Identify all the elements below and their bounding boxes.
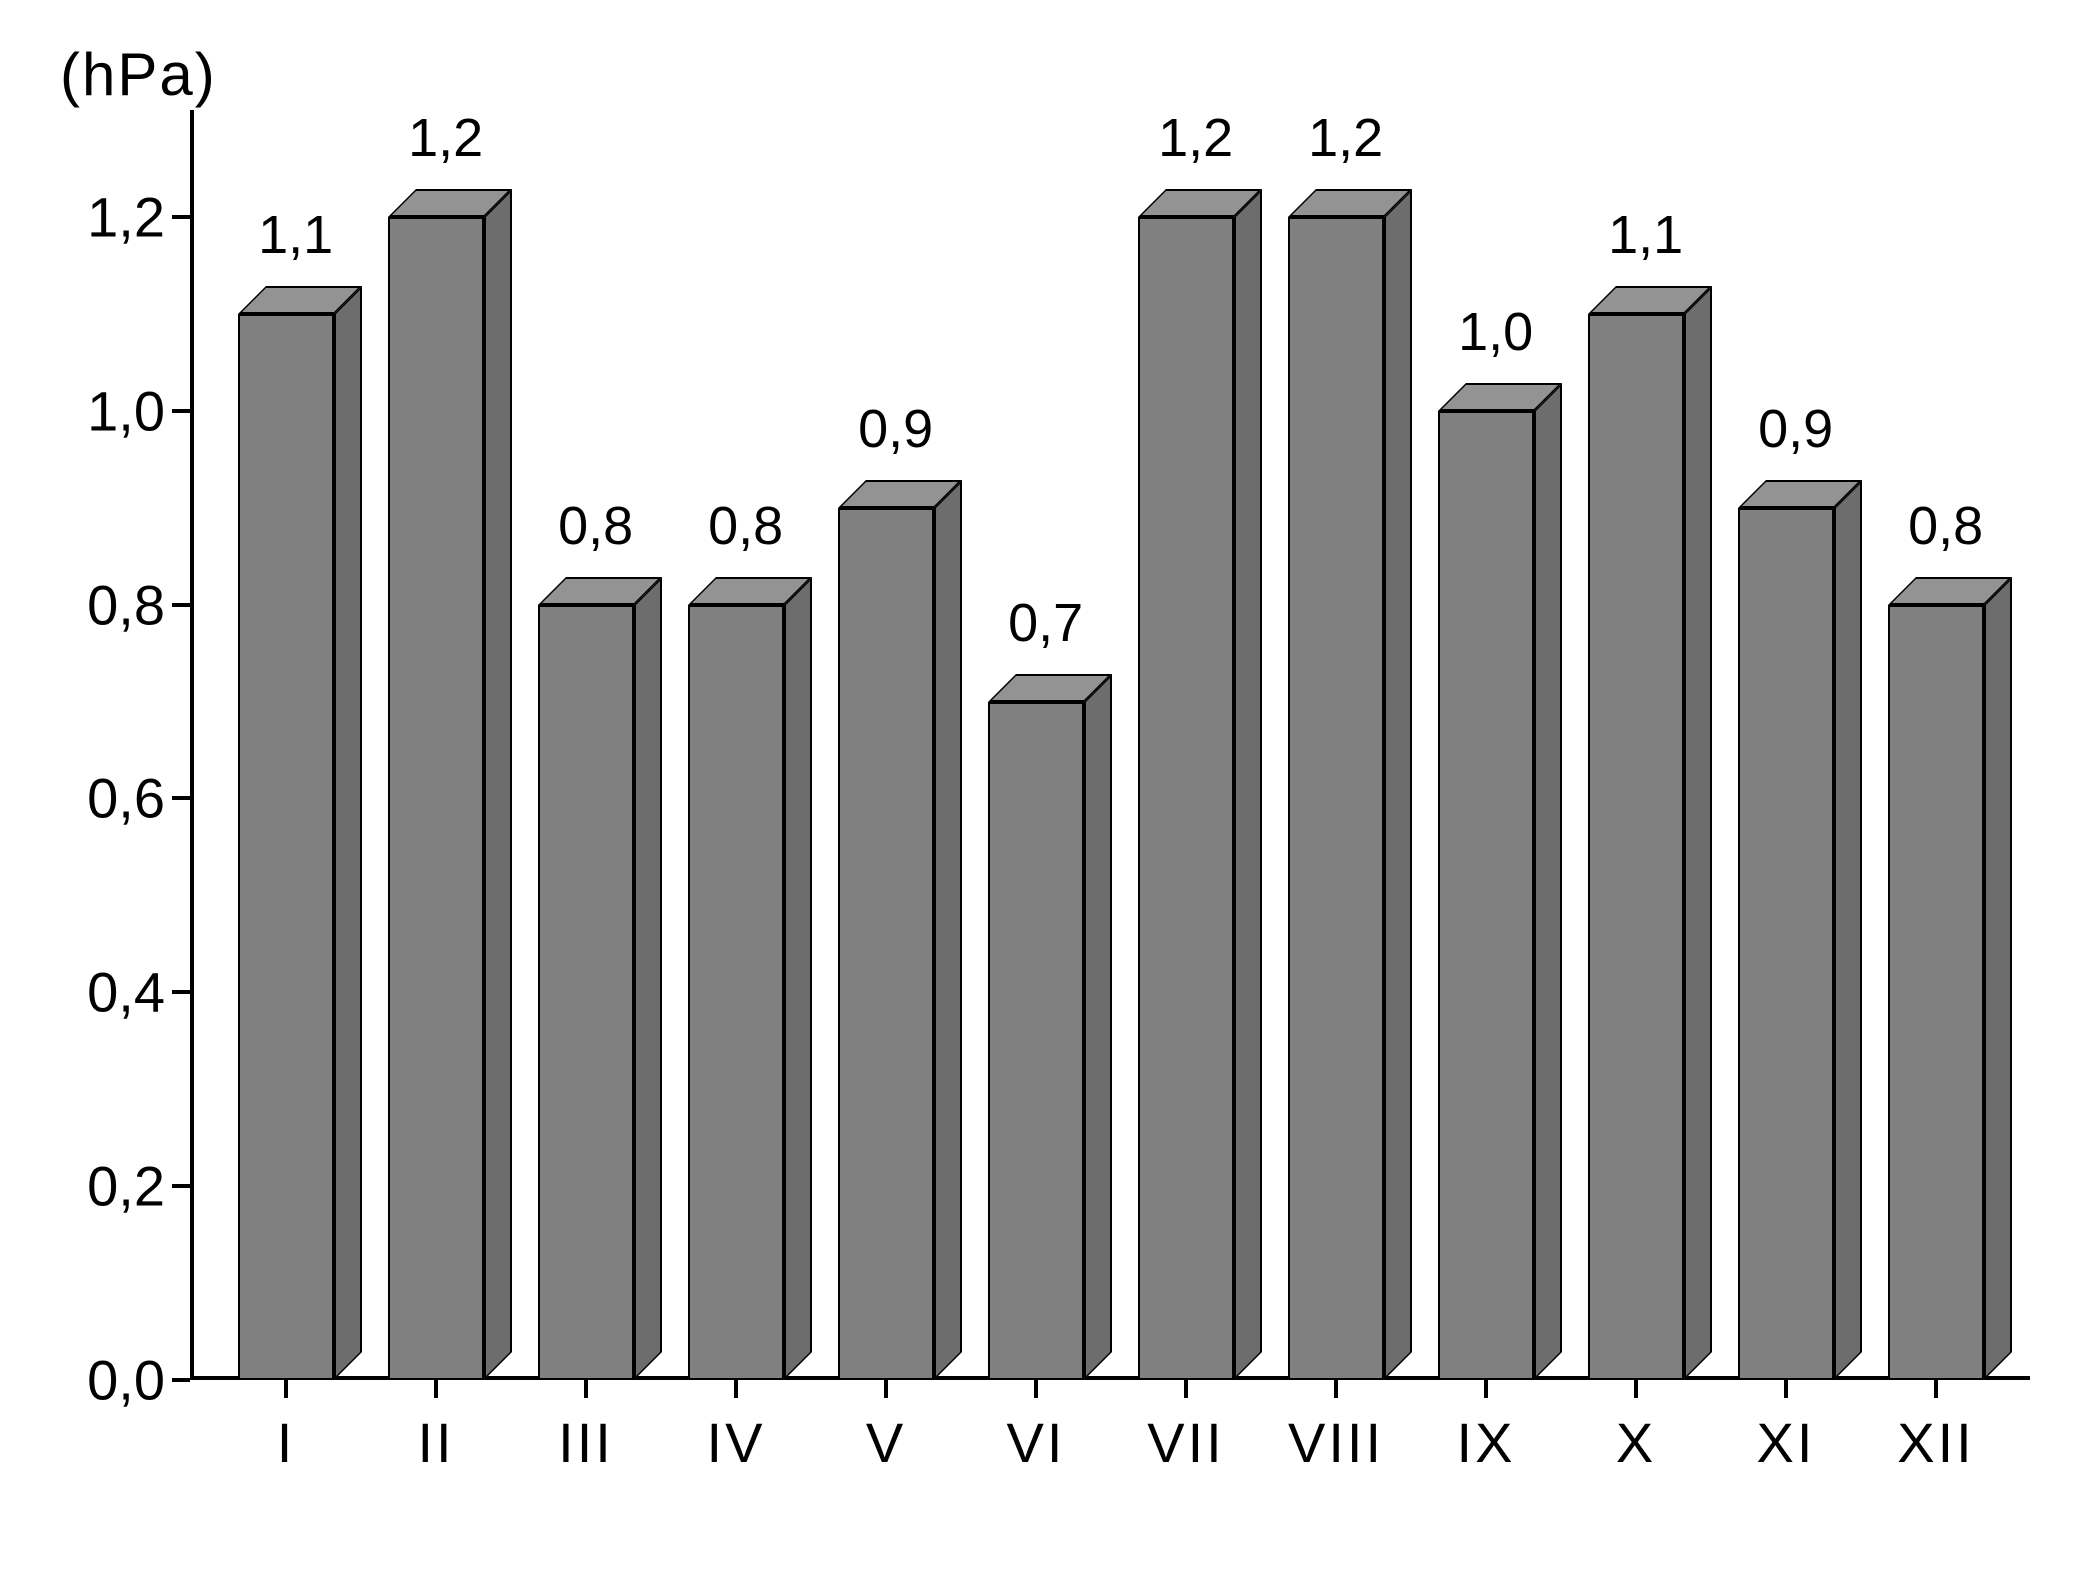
bar-slot: 1,1 bbox=[1588, 120, 1684, 1380]
bar-value-label: 1,0 bbox=[1419, 301, 1573, 363]
bar-front bbox=[238, 314, 334, 1380]
bar-front bbox=[388, 217, 484, 1380]
x-tick-mark bbox=[584, 1380, 588, 1398]
x-axis-label: VI bbox=[968, 1410, 1104, 1475]
bar-side bbox=[484, 189, 512, 1380]
x-tick-mark bbox=[1034, 1380, 1038, 1398]
unit-label: (hPa) bbox=[60, 40, 217, 109]
y-tick-mark bbox=[172, 990, 190, 994]
x-axis-label: VII bbox=[1118, 1410, 1254, 1475]
y-tick-label: 0,2 bbox=[87, 1154, 165, 1219]
bar-value-label: 1,1 bbox=[219, 204, 373, 266]
plot-area: 0,00,20,40,60,81,01,2 1,11,20,80,80,90,7… bbox=[190, 120, 2020, 1380]
bars-group: 1,11,20,80,80,90,71,21,21,01,10,90,8 bbox=[190, 120, 2020, 1380]
x-axis-label: VIII bbox=[1268, 1410, 1404, 1475]
y-tick-mark bbox=[172, 1378, 190, 1382]
y-tick-label: 0,6 bbox=[87, 766, 165, 831]
x-tick-mark bbox=[284, 1380, 288, 1398]
y-tick-label: 0,4 bbox=[87, 960, 165, 1025]
x-tick-mark bbox=[1634, 1380, 1638, 1398]
y-tick-label: 0,0 bbox=[87, 1348, 165, 1413]
x-axis-label: II bbox=[368, 1410, 504, 1475]
bar-side bbox=[1234, 189, 1262, 1380]
bar-front bbox=[1738, 508, 1834, 1380]
y-tick-mark bbox=[172, 603, 190, 607]
x-axis-label: X bbox=[1568, 1410, 1704, 1475]
bar-front bbox=[1888, 605, 1984, 1380]
x-axis-label: I bbox=[218, 1410, 354, 1475]
bar-side bbox=[1534, 383, 1562, 1380]
x-tick-mark bbox=[1484, 1380, 1488, 1398]
x-axis-label: IV bbox=[668, 1410, 804, 1475]
bar-side bbox=[934, 480, 962, 1380]
y-tick-label: 1,0 bbox=[87, 378, 165, 443]
bar-slot: 0,8 bbox=[688, 120, 784, 1380]
bar-side bbox=[784, 577, 812, 1380]
bar-value-label: 1,2 bbox=[369, 107, 523, 169]
x-tick-mark bbox=[884, 1380, 888, 1398]
x-tick-mark bbox=[1184, 1380, 1188, 1398]
x-axis-label: XI bbox=[1718, 1410, 1854, 1475]
bar-side bbox=[634, 577, 662, 1380]
bar-side bbox=[1384, 189, 1412, 1380]
bar-side bbox=[1834, 480, 1862, 1380]
x-axis-label: IX bbox=[1418, 1410, 1554, 1475]
bar-value-label: 0,9 bbox=[1719, 398, 1873, 460]
x-tick-mark bbox=[434, 1380, 438, 1398]
bar-value-label: 0,9 bbox=[819, 398, 973, 460]
bar-side bbox=[1084, 674, 1112, 1380]
y-tick-mark bbox=[172, 796, 190, 800]
y-tick-label: 0,8 bbox=[87, 572, 165, 637]
y-tick-mark bbox=[172, 1184, 190, 1188]
bar-value-label: 1,2 bbox=[1269, 107, 1423, 169]
bar-slot: 1,2 bbox=[1138, 120, 1234, 1380]
bar-side bbox=[1684, 286, 1712, 1380]
bar-front bbox=[988, 702, 1084, 1380]
bar-slot: 0,8 bbox=[1888, 120, 1984, 1380]
bar-front bbox=[1288, 217, 1384, 1380]
bar-slot: 0,7 bbox=[988, 120, 1084, 1380]
bar-side bbox=[334, 286, 362, 1380]
x-tick-mark bbox=[734, 1380, 738, 1398]
bar-front bbox=[1138, 217, 1234, 1380]
bar-value-label: 0,8 bbox=[1869, 495, 2023, 557]
bar-slot: 0,9 bbox=[1738, 120, 1834, 1380]
y-tick-mark bbox=[172, 215, 190, 219]
bar-value-label: 0,8 bbox=[519, 495, 673, 557]
bar-side bbox=[1984, 577, 2012, 1380]
chart-container: (hPa) 0,00,20,40,60,81,01,2 1,11,20,80,8… bbox=[0, 0, 2090, 1593]
bar-slot: 0,8 bbox=[538, 120, 634, 1380]
bar-front bbox=[1588, 314, 1684, 1380]
x-tick-mark bbox=[1334, 1380, 1338, 1398]
x-tick-mark bbox=[1934, 1380, 1938, 1398]
bar-value-label: 1,1 bbox=[1569, 204, 1723, 266]
x-axis-label: XII bbox=[1868, 1410, 2004, 1475]
bar-value-label: 1,2 bbox=[1119, 107, 1273, 169]
y-tick-label: 1,2 bbox=[87, 184, 165, 249]
bar-slot: 0,9 bbox=[838, 120, 934, 1380]
bar-front bbox=[838, 508, 934, 1380]
bar-front bbox=[538, 605, 634, 1380]
bar-value-label: 0,7 bbox=[969, 592, 1123, 654]
x-axis-label: V bbox=[818, 1410, 954, 1475]
bar-front bbox=[688, 605, 784, 1380]
bar-slot: 1,1 bbox=[238, 120, 334, 1380]
y-tick-mark bbox=[172, 409, 190, 413]
bar-value-label: 0,8 bbox=[669, 495, 823, 557]
bar-slot: 1,2 bbox=[388, 120, 484, 1380]
bar-slot: 1,0 bbox=[1438, 120, 1534, 1380]
bar-front bbox=[1438, 411, 1534, 1380]
x-axis-label: III bbox=[518, 1410, 654, 1475]
x-tick-mark bbox=[1784, 1380, 1788, 1398]
bar-slot: 1,2 bbox=[1288, 120, 1384, 1380]
